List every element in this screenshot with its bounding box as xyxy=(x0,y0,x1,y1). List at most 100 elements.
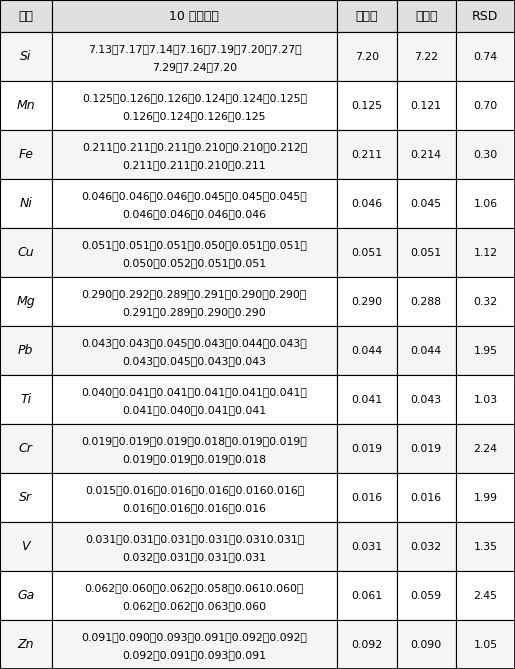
Bar xyxy=(337,522,397,571)
Text: 0.291、0.289、0.290、0.290: 0.291、0.289、0.290、0.290 xyxy=(123,307,266,317)
Text: 0.059: 0.059 xyxy=(410,591,442,601)
Text: 0.051: 0.051 xyxy=(410,248,442,258)
Text: 0.031、0.031、0.031、0.031、0.0310.031、: 0.031、0.031、0.031、0.031、0.0310.031、 xyxy=(85,534,304,544)
Bar xyxy=(456,522,515,571)
Bar xyxy=(0,473,52,522)
Bar xyxy=(397,277,456,326)
Bar xyxy=(456,130,515,179)
Text: 1.95: 1.95 xyxy=(473,346,497,355)
Bar xyxy=(0,0,52,32)
Text: 0.061: 0.061 xyxy=(351,591,383,601)
Text: 0.126、0.124、0.126、0.125: 0.126、0.124、0.126、0.125 xyxy=(123,111,266,121)
Text: Si: Si xyxy=(20,50,31,63)
Text: 7.13、7.17、7.14、7.16、7.19、7.20、7.27、: 7.13、7.17、7.14、7.16、7.19、7.20、7.27、 xyxy=(88,44,301,54)
Bar xyxy=(0,179,52,228)
Text: 0.125: 0.125 xyxy=(351,100,383,110)
Text: V: V xyxy=(22,540,30,553)
Bar xyxy=(337,32,397,81)
Bar xyxy=(52,424,337,473)
Bar xyxy=(397,81,456,130)
Text: 0.019: 0.019 xyxy=(351,444,383,454)
Bar xyxy=(397,179,456,228)
Text: 0.016: 0.016 xyxy=(410,492,442,502)
Text: 0.092: 0.092 xyxy=(351,640,383,650)
Bar xyxy=(52,228,337,277)
Text: 1.03: 1.03 xyxy=(473,395,497,405)
Text: RSD: RSD xyxy=(472,9,499,23)
Text: 0.051: 0.051 xyxy=(351,248,383,258)
Text: 0.051、0.051、0.051、0.050、0.051、0.051、: 0.051、0.051、0.051、0.050、0.051、0.051、 xyxy=(81,240,307,250)
Bar xyxy=(52,473,337,522)
Text: Fe: Fe xyxy=(18,148,33,161)
Bar xyxy=(52,130,337,179)
Text: 0.062、0.060、0.062、0.058、0.0610.060、: 0.062、0.060、0.062、0.058、0.0610.060、 xyxy=(84,583,304,593)
Bar xyxy=(397,473,456,522)
Text: 0.015、0.016、0.016、0.016、0.0160.016、: 0.015、0.016、0.016、0.016、0.0160.016、 xyxy=(85,485,304,495)
Bar xyxy=(456,32,515,81)
Text: 平均値: 平均値 xyxy=(356,9,378,23)
Bar xyxy=(397,326,456,375)
Bar xyxy=(397,228,456,277)
Text: 0.125、0.126、0.126、0.124、0.124、0.125、: 0.125、0.126、0.126、0.124、0.124、0.125、 xyxy=(82,93,307,103)
Text: Mg: Mg xyxy=(16,295,35,308)
Bar xyxy=(0,424,52,473)
Text: 0.121: 0.121 xyxy=(410,100,442,110)
Text: 0.032: 0.032 xyxy=(410,541,442,551)
Bar xyxy=(0,620,52,669)
Bar xyxy=(52,522,337,571)
Text: 0.016: 0.016 xyxy=(351,492,383,502)
Bar xyxy=(0,326,52,375)
Text: 0.090: 0.090 xyxy=(410,640,442,650)
Bar xyxy=(0,277,52,326)
Text: 0.046、0.046、0.046、0.046: 0.046、0.046、0.046、0.046 xyxy=(123,209,266,219)
Bar xyxy=(337,620,397,669)
Text: Pb: Pb xyxy=(18,344,33,357)
Bar xyxy=(456,424,515,473)
Text: 0.041、0.040、0.041、0.041: 0.041、0.040、0.041、0.041 xyxy=(123,405,266,415)
Bar xyxy=(52,277,337,326)
Bar xyxy=(52,375,337,424)
Bar xyxy=(397,0,456,32)
Text: 2.45: 2.45 xyxy=(473,591,497,601)
Text: Zn: Zn xyxy=(18,638,34,651)
Text: 标准値: 标准値 xyxy=(415,9,437,23)
Text: 7.22: 7.22 xyxy=(414,52,438,62)
Text: 0.092、0.091、0.093、0.091: 0.092、0.091、0.093、0.091 xyxy=(123,650,266,660)
Bar xyxy=(456,179,515,228)
Bar xyxy=(0,571,52,620)
Text: 0.044: 0.044 xyxy=(410,346,442,355)
Text: 0.016、0.016、0.016、0.016: 0.016、0.016、0.016、0.016 xyxy=(123,503,266,513)
Bar xyxy=(456,326,515,375)
Text: 0.019、0.019、0.019、0.018、0.019、0.019、: 0.019、0.019、0.019、0.018、0.019、0.019、 xyxy=(81,436,307,446)
Bar xyxy=(0,81,52,130)
Bar xyxy=(337,81,397,130)
Bar xyxy=(52,32,337,81)
Bar xyxy=(397,620,456,669)
Text: Ga: Ga xyxy=(17,589,35,602)
Text: 1.06: 1.06 xyxy=(473,199,497,209)
Text: 0.031: 0.031 xyxy=(351,541,383,551)
Text: 0.032、0.031、0.031、0.031: 0.032、0.031、0.031、0.031 xyxy=(123,553,266,563)
Text: 0.211、0.211、0.211、0.210、0.210、0.212、: 0.211、0.211、0.211、0.210、0.210、0.212、 xyxy=(82,142,307,153)
Bar xyxy=(0,375,52,424)
Text: 0.214: 0.214 xyxy=(410,150,442,160)
Bar xyxy=(52,620,337,669)
Text: 7.20: 7.20 xyxy=(355,52,379,62)
Bar xyxy=(456,375,515,424)
Text: 0.046: 0.046 xyxy=(351,199,383,209)
Bar xyxy=(456,0,515,32)
Bar xyxy=(456,81,515,130)
Bar xyxy=(337,375,397,424)
Text: 0.30: 0.30 xyxy=(473,150,497,160)
Text: 0.091、0.090、0.093、0.091、0.092、0.092、: 0.091、0.090、0.093、0.091、0.092、0.092、 xyxy=(81,632,307,642)
Bar xyxy=(337,571,397,620)
Text: 7.29、7.24、7.20: 7.29、7.24、7.20 xyxy=(152,62,237,72)
Bar xyxy=(456,571,515,620)
Bar xyxy=(456,473,515,522)
Text: Cr: Cr xyxy=(19,442,32,455)
Text: 0.288: 0.288 xyxy=(410,296,442,306)
Bar xyxy=(397,522,456,571)
Text: Cu: Cu xyxy=(18,246,34,259)
Text: 0.043、0.043、0.045、0.043、0.044、0.043、: 0.043、0.043、0.045、0.043、0.044、0.043、 xyxy=(81,339,307,348)
Bar xyxy=(397,571,456,620)
